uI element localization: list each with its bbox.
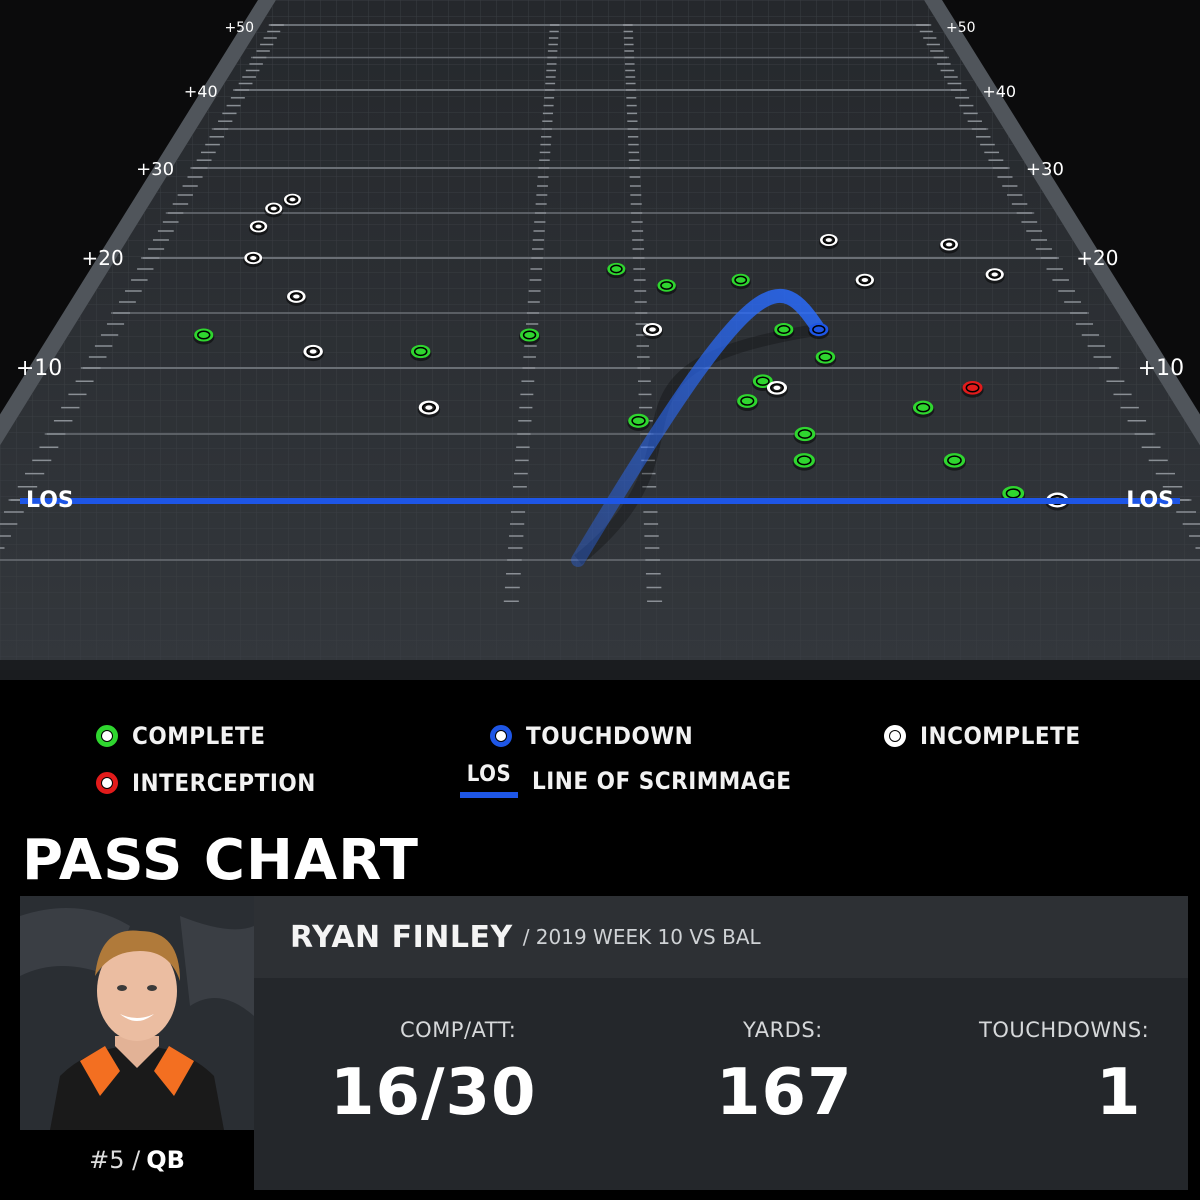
player-number: #5 /: [89, 1146, 141, 1174]
yard-marker-left: +20: [82, 246, 124, 270]
touchdowns-label: TOUCHDOWNS:: [979, 1018, 1150, 1042]
legend-touchdown: TOUCHDOWN: [490, 722, 693, 750]
game-info: / 2019 WEEK 10 VS BAL: [522, 925, 761, 949]
yard-marker-right: +50: [946, 20, 976, 36]
comp-att-label: COMP/ATT:: [400, 1018, 517, 1042]
incomplete-pass-marker: [417, 400, 441, 418]
yard-marker-left: +50: [224, 20, 254, 36]
player-number-position: #5 / QB: [20, 1130, 254, 1190]
legend-touchdown-label: TOUCHDOWN: [526, 722, 694, 750]
incomplete-pass-marker: [282, 193, 302, 209]
yard-marker-left: +40: [184, 82, 218, 101]
incomplete-pass-marker: [984, 268, 1005, 284]
yard-marker-right: +40: [982, 82, 1016, 101]
player-header: RYAN FINLEY / 2019 WEEK 10 VS BAL: [254, 896, 1188, 978]
page-title: PASS CHART: [22, 828, 419, 893]
legend-complete: COMPLETE: [96, 722, 266, 750]
complete-pass-marker: [409, 344, 432, 362]
interception-pass-marker: [961, 380, 984, 398]
complete-pass-marker: [814, 350, 837, 367]
complete-pass-marker: [793, 426, 817, 445]
incomplete-pass-marker: [302, 344, 324, 362]
legend-complete-label: COMPLETE: [132, 722, 266, 750]
legend: COMPLETE TOUCHDOWN INCOMPLETE INTERCEPTI…: [0, 712, 1200, 822]
yard-marker-right: +10: [1138, 356, 1184, 381]
los-label-left: LOS: [26, 488, 74, 513]
stats-panel: COMP/ATT: 16/30 YARDS: 167 TOUCHDOWNS: 1: [254, 978, 1188, 1190]
incomplete-pass-marker: [243, 251, 264, 268]
legend-los-label: LINE OF SCRIMMAGE: [532, 767, 792, 795]
complete-pass-marker: [730, 273, 751, 290]
touchdown-marker-icon: [490, 725, 512, 747]
complete-pass-marker: [606, 262, 627, 279]
yard-marker-left: +30: [136, 159, 174, 180]
incomplete-pass-marker: [819, 234, 839, 249]
legend-incomplete-label: INCOMPLETE: [920, 722, 1081, 750]
incomplete-pass-marker: [248, 220, 269, 236]
incomplete-pass-marker: [286, 290, 307, 306]
complete-marker-icon: [96, 725, 118, 747]
legend-los: LOS LINE OF SCRIMMAGE: [460, 764, 791, 798]
complete-pass-marker: [736, 394, 759, 411]
player-name: RYAN FINLEY: [290, 919, 513, 955]
touchdown-pass-marker: [808, 322, 830, 340]
touchdown-pass-arc: [571, 288, 826, 567]
incomplete-marker-icon: [884, 725, 906, 747]
incomplete-pass-marker: [641, 322, 664, 340]
player-photo: [20, 896, 254, 1130]
legend-interception: INTERCEPTION: [96, 769, 316, 797]
complete-pass-marker: [792, 453, 816, 471]
los-label-right: LOS: [1126, 488, 1174, 513]
interception-marker-icon: [96, 772, 118, 794]
complete-pass-marker: [773, 322, 795, 340]
yard-marker-left: +10: [16, 356, 62, 381]
field-svg: +10 +10 +20 +20 +30 +30 +40 +40 +50 +50 LOS LOS: [0, 0, 1200, 680]
complete-pass-marker: [518, 328, 541, 345]
player-card: #5 / QB RYAN FINLEY / 2019 WEEK 10 VS BA…: [20, 896, 1188, 1190]
yard-marker-right: +30: [1026, 159, 1064, 180]
incomplete-pass-marker: [264, 202, 284, 218]
touchdowns-value: 1: [1096, 1056, 1142, 1130]
comp-att-value: 16/30: [330, 1056, 537, 1130]
yard-marker-right: +20: [1076, 246, 1118, 270]
incomplete-pass-marker: [765, 380, 789, 398]
yards-label: YARDS:: [743, 1018, 823, 1042]
complete-pass-marker: [193, 328, 215, 345]
legend-interception-label: INTERCEPTION: [132, 769, 316, 797]
player-position: QB: [146, 1146, 185, 1174]
complete-pass-marker: [627, 413, 650, 431]
los-key-text: LOS: [466, 762, 512, 787]
complete-pass-marker: [942, 453, 967, 471]
pass-chart-field: +10 +10 +20 +20 +30 +30 +40 +40 +50 +50 LOS LOS: [0, 0, 1200, 680]
incomplete-pass-marker: [854, 273, 875, 290]
yards-value: 167: [716, 1056, 853, 1130]
los-key-icon: LOS: [460, 764, 518, 798]
complete-pass-marker: [656, 279, 677, 295]
complete-pass-marker: [911, 400, 935, 418]
incomplete-pass-marker: [939, 238, 959, 254]
legend-incomplete: INCOMPLETE: [884, 722, 1081, 750]
